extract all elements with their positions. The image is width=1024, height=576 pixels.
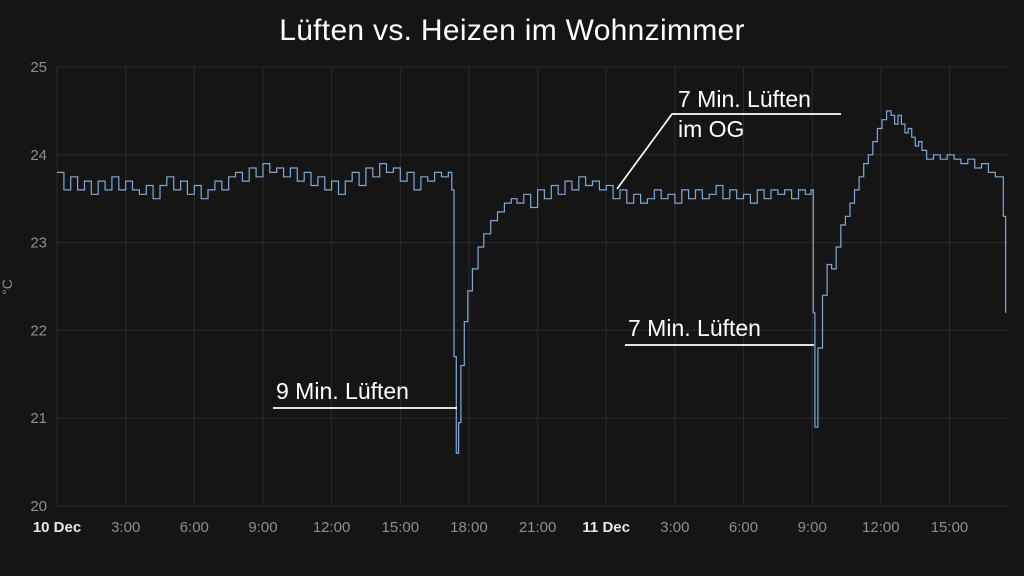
x-tick-label: 3:00 xyxy=(660,519,689,536)
x-tick-label: 9:00 xyxy=(248,519,277,536)
y-axis-label: °C xyxy=(0,279,15,295)
chart-title: Lüften vs. Heizen im Wohnzimmer xyxy=(279,14,745,47)
x-tick-label: 15:00 xyxy=(931,519,969,536)
y-tick-label: 25 xyxy=(30,59,47,76)
x-tick-label: 10 Dec xyxy=(33,519,81,536)
x-tick-label: 9:00 xyxy=(798,519,827,536)
y-tick-label: 20 xyxy=(30,498,47,515)
temperature-series xyxy=(57,110,1007,454)
annotation-7min-lueften-im-og: 7 Min. Lüften im OG xyxy=(678,86,811,142)
x-tick-label: 15:00 xyxy=(382,519,420,536)
y-tick-label: 22 xyxy=(30,322,47,339)
x-tick-label: 12:00 xyxy=(862,519,900,536)
y-tick-label: 24 xyxy=(30,147,47,164)
x-tick-label: 6:00 xyxy=(729,519,758,536)
x-tick-label: 21:00 xyxy=(519,519,557,536)
annotation-leader-line xyxy=(616,113,841,190)
annotation-7min-lueften: 7 Min. Lüften xyxy=(628,315,761,341)
x-tick-label: 18:00 xyxy=(450,519,488,536)
x-tick-label: 12:00 xyxy=(313,519,351,536)
y-tick-label: 21 xyxy=(30,410,47,427)
x-tick-label: 3:00 xyxy=(111,519,140,536)
annotation-9min-lueften: 9 Min. Lüften xyxy=(276,378,409,404)
y-tick-label: 23 xyxy=(30,235,47,252)
x-tick-label: 6:00 xyxy=(180,519,209,536)
x-tick-label: 11 Dec xyxy=(582,519,630,536)
